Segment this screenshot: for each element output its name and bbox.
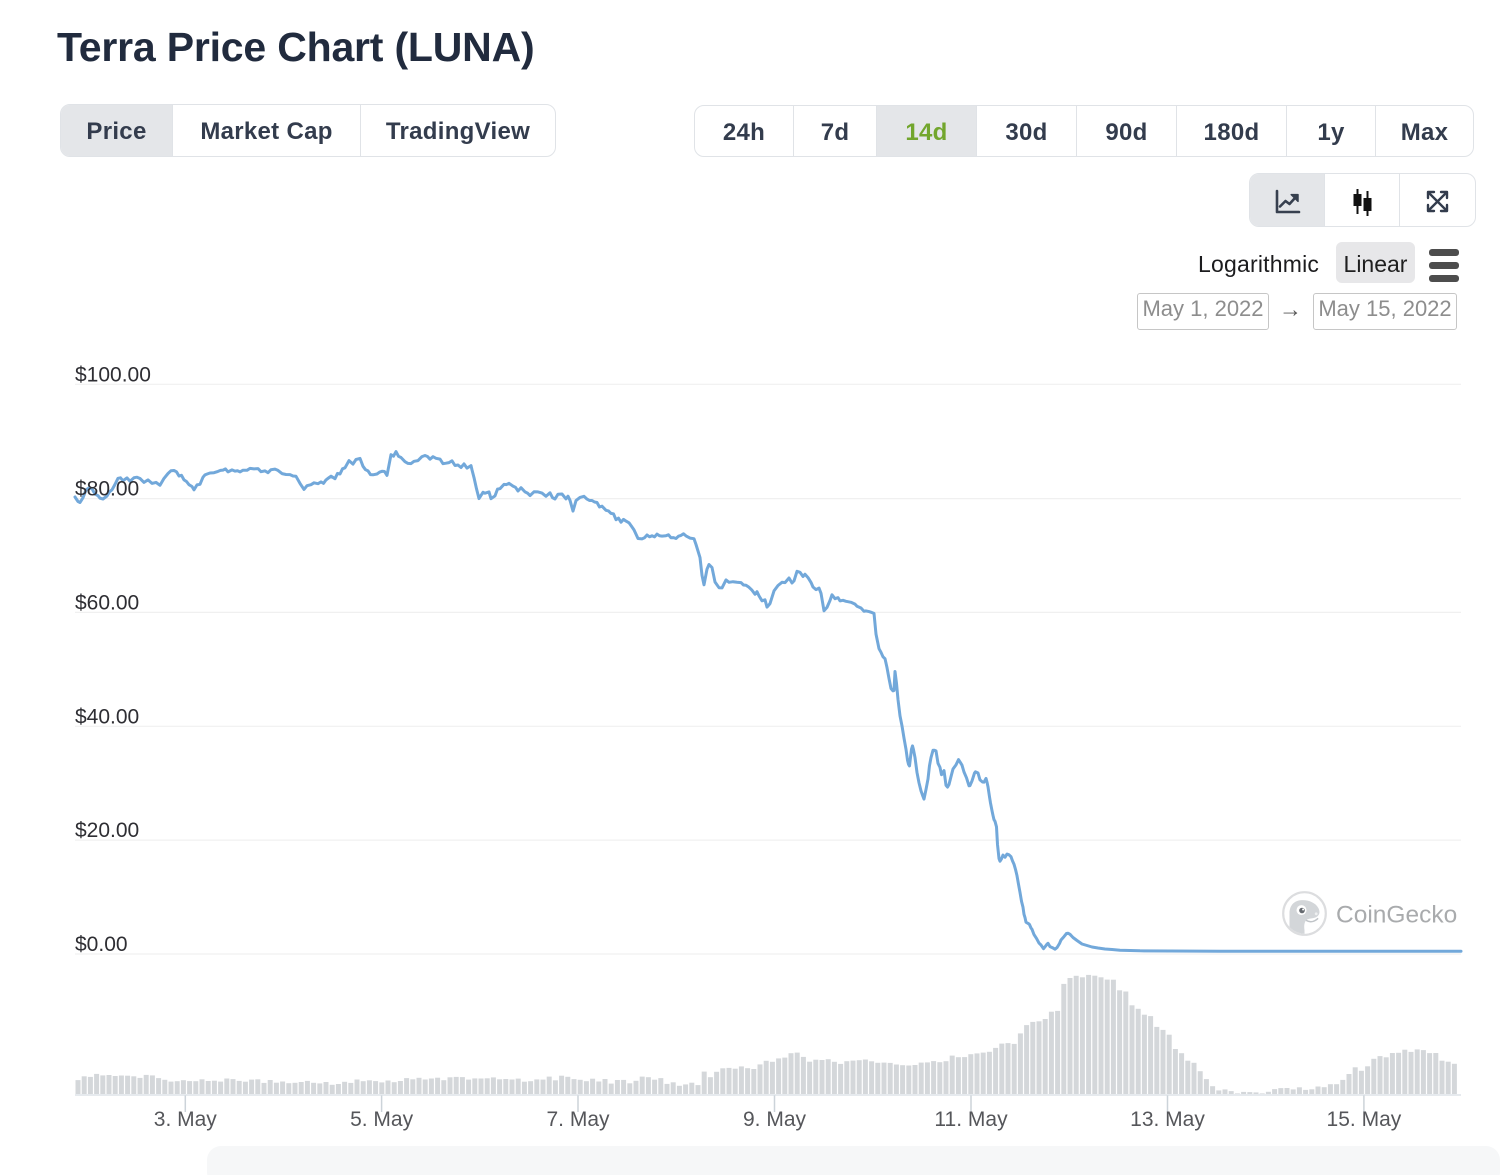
svg-text:$40.00: $40.00 xyxy=(75,705,139,728)
svg-text:$20.00: $20.00 xyxy=(75,819,139,842)
svg-text:11. May: 11. May xyxy=(934,1108,1008,1131)
svg-text:$100.00: $100.00 xyxy=(75,363,151,386)
svg-text:7. May: 7. May xyxy=(546,1108,610,1131)
svg-text:CoinGecko: CoinGecko xyxy=(1336,902,1457,929)
svg-text:$60.00: $60.00 xyxy=(75,591,139,614)
svg-text:3. May: 3. May xyxy=(154,1108,218,1131)
svg-text:5. May: 5. May xyxy=(350,1108,414,1131)
svg-text:15. May: 15. May xyxy=(1327,1108,1402,1131)
svg-text:13. May: 13. May xyxy=(1130,1108,1205,1131)
svg-text:9. May: 9. May xyxy=(743,1108,807,1131)
svg-text:$0.00: $0.00 xyxy=(75,933,128,956)
svg-text:$80.00: $80.00 xyxy=(75,478,139,501)
